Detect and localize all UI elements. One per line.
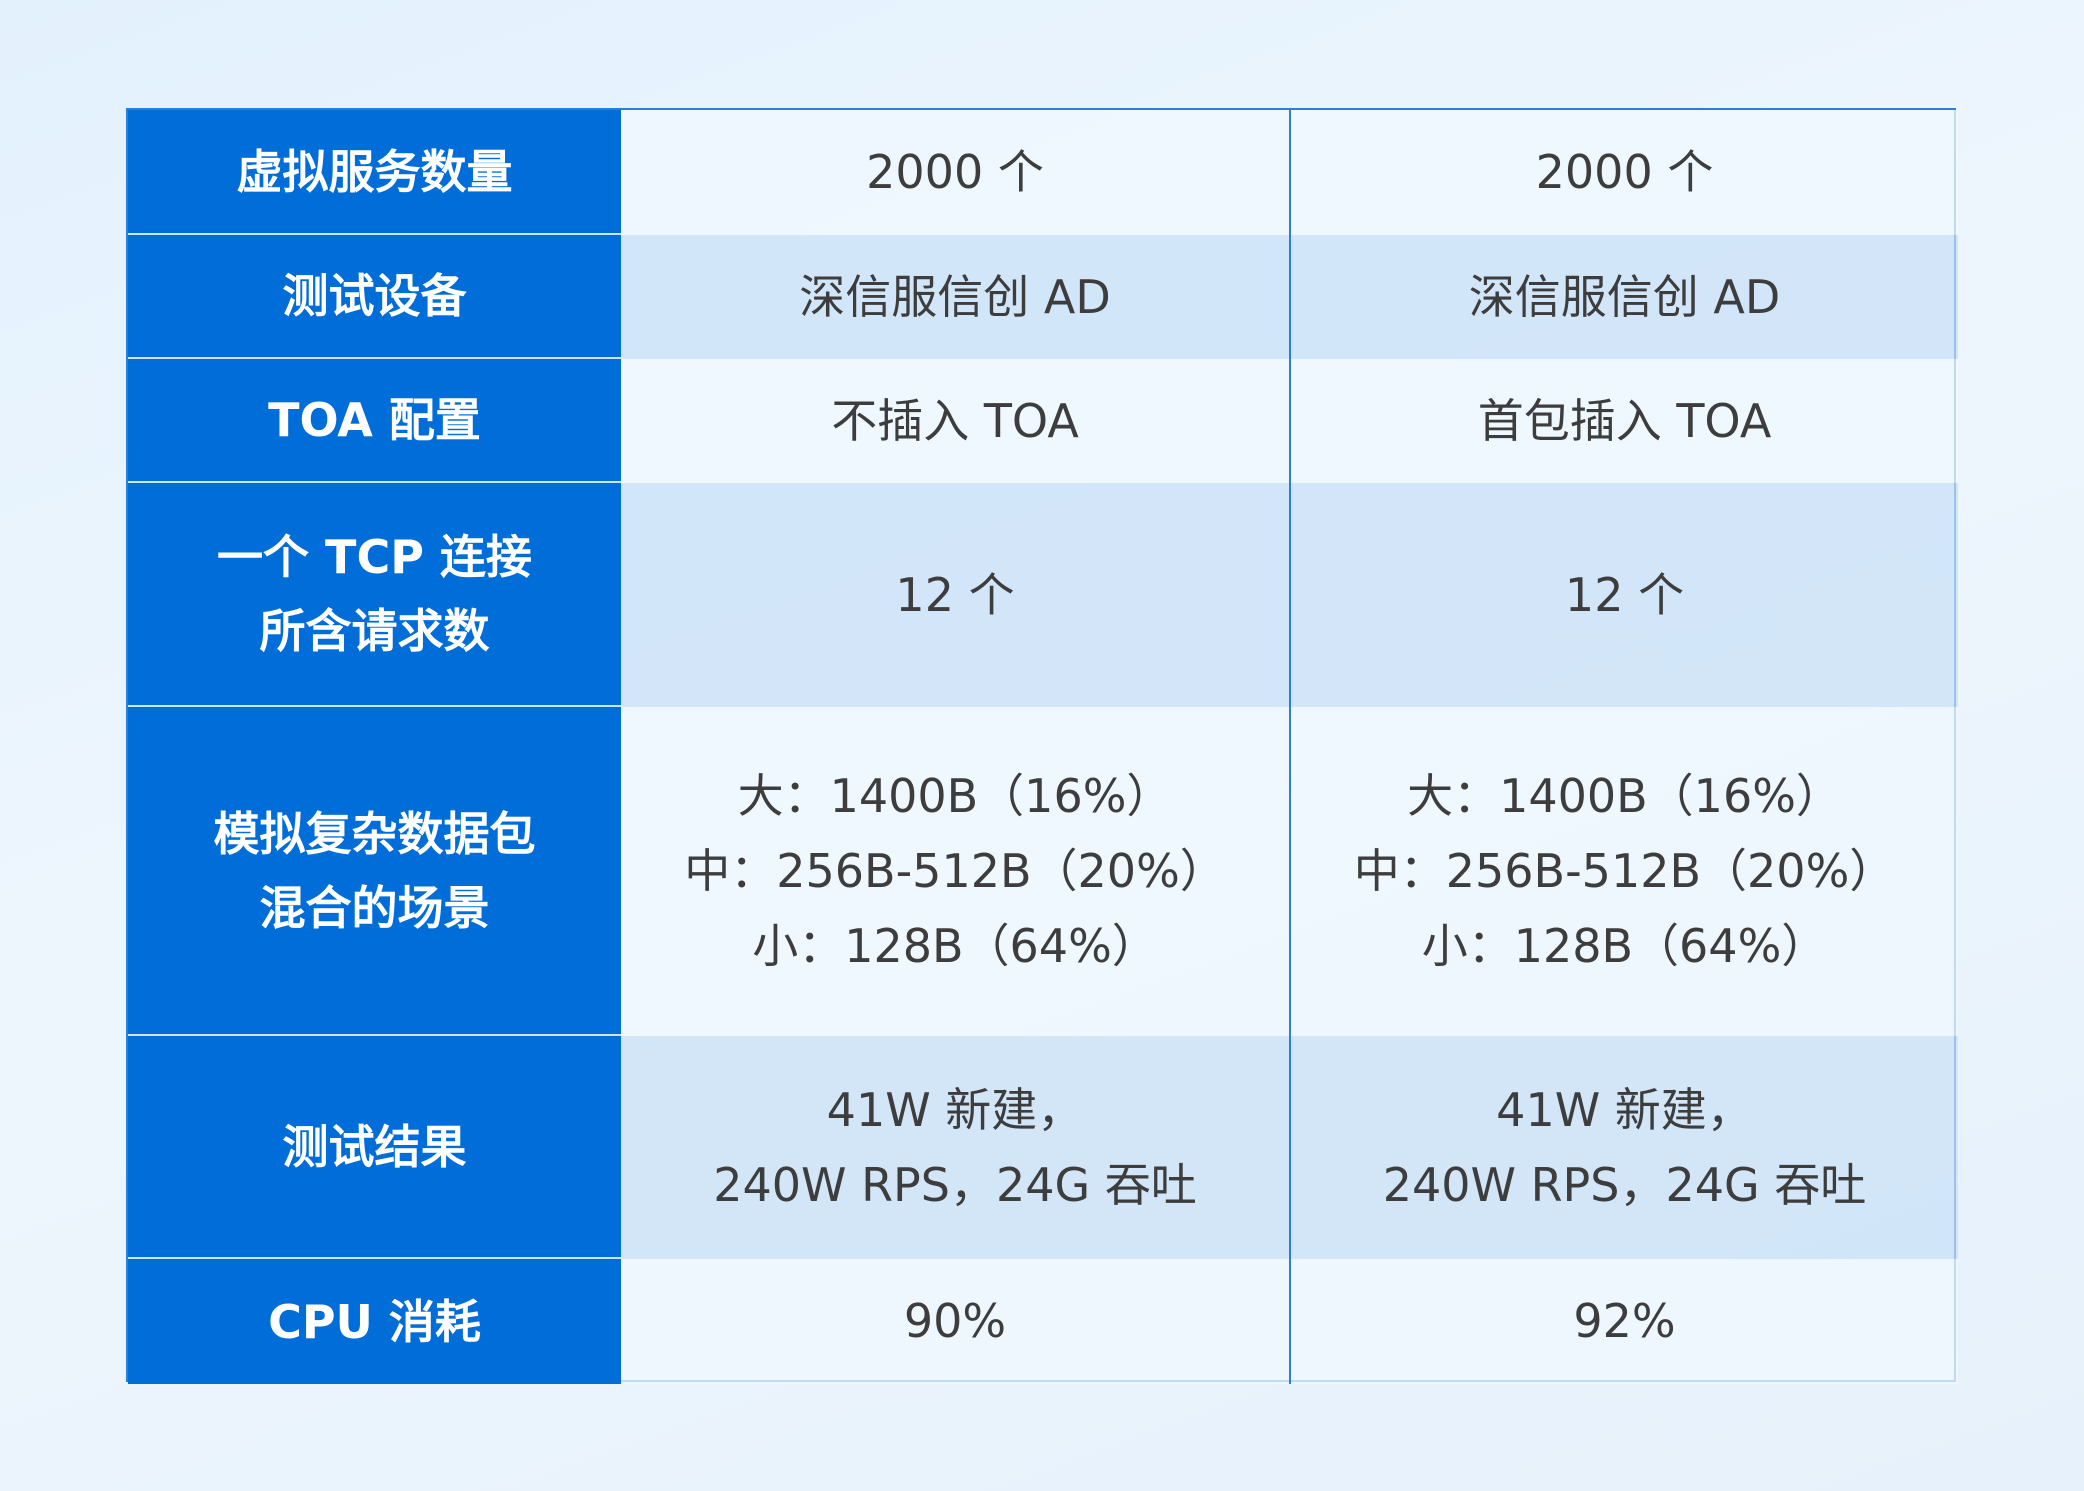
comparison-table: 虚拟服务数量 2000 个 2000 个 测试设备 深信服信创 AD 深信服信创… bbox=[126, 108, 1958, 1384]
cell: 90% bbox=[621, 1259, 1289, 1384]
row-header: 模拟复杂数据包 混合的场景 bbox=[128, 707, 621, 1036]
row-header: TOA 配置 bbox=[128, 359, 621, 483]
cell: 深信服信创 AD bbox=[1289, 235, 1958, 359]
cell: 12 个 bbox=[621, 483, 1289, 707]
cell: 2000 个 bbox=[621, 110, 1289, 235]
cell: 深信服信创 AD bbox=[621, 235, 1289, 359]
cell: 12 个 bbox=[1289, 483, 1958, 707]
cell: 首包插入 TOA bbox=[1289, 359, 1958, 483]
row-header: 一个 TCP 连接 所含请求数 bbox=[128, 483, 621, 707]
cell: 41W 新建， 240W RPS，24G 吞吐 bbox=[621, 1036, 1289, 1259]
row-header: 虚拟服务数量 bbox=[128, 110, 621, 235]
row-header: 测试设备 bbox=[128, 235, 621, 359]
cell: 2000 个 bbox=[1289, 110, 1958, 235]
cell: 41W 新建， 240W RPS，24G 吞吐 bbox=[1289, 1036, 1958, 1259]
cell: 大：1400B（16%） 中：256B-512B（20%） 小：128B（64%… bbox=[1289, 707, 1958, 1036]
cell: 92% bbox=[1289, 1259, 1958, 1384]
cell: 不插入 TOA bbox=[621, 359, 1289, 483]
row-header: CPU 消耗 bbox=[128, 1259, 621, 1384]
row-header: 测试结果 bbox=[128, 1036, 621, 1259]
cell: 大：1400B（16%） 中：256B-512B（20%） 小：128B（64%… bbox=[621, 707, 1289, 1036]
